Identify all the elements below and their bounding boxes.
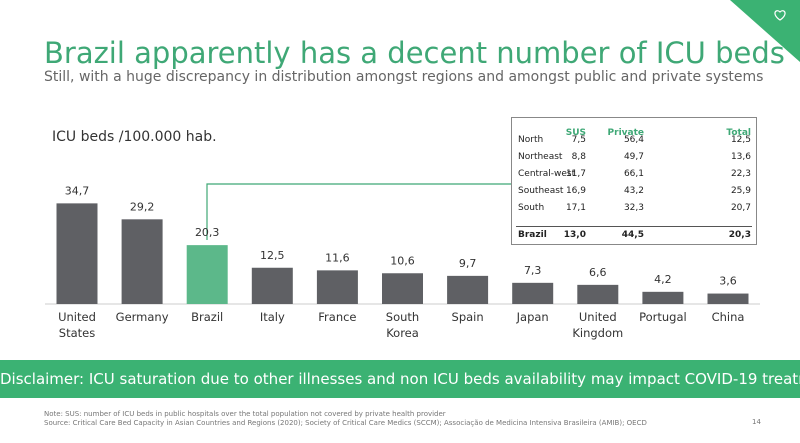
value-label: 12,5 — [260, 249, 285, 262]
x-tick-label: Italy — [259, 310, 285, 324]
corner-badge — [730, 0, 800, 62]
row-label: South — [518, 203, 545, 213]
cell: 20,3 — [728, 230, 751, 240]
bar — [642, 291, 684, 304]
x-tick-label: United Kingdom — [572, 310, 624, 340]
row-label: Northeast — [518, 152, 563, 162]
divider — [516, 226, 752, 227]
x-tick-label: Brazil — [191, 310, 224, 324]
table: SUS Private Total North 7,5 56,4 12,5 Northeast… — [511, 117, 757, 245]
cell: 32,3 — [623, 203, 644, 213]
value-label: 4,2 — [654, 273, 672, 286]
cell: 13,6 — [730, 152, 751, 162]
connector — [206, 183, 511, 240]
cell: 43,2 — [623, 186, 644, 196]
y-label: ICU beds /100.000 hab. — [52, 129, 217, 145]
row-label: Central-west — [518, 169, 576, 179]
cell: 56,4 — [623, 135, 644, 145]
bar — [316, 270, 358, 304]
cell: 44,5 — [621, 230, 644, 240]
bar — [512, 282, 554, 304]
cell: 49,7 — [623, 152, 644, 162]
cell: 16,9 — [565, 186, 586, 196]
bar — [382, 273, 423, 304]
bar — [577, 284, 619, 304]
value-label: 29,2 — [130, 200, 155, 213]
cell: 25,9 — [730, 186, 751, 196]
x-tick-label: China — [711, 310, 745, 324]
bar — [186, 245, 228, 304]
value-label: 20,3 — [195, 226, 220, 239]
x-tick-label: Germany — [115, 310, 169, 324]
value-label: 6,6 — [589, 266, 607, 279]
cell: 13,0 — [563, 230, 586, 240]
cell: 17,1 — [565, 203, 586, 213]
note: Note: SUS: number of ICU beds in public … — [44, 410, 446, 418]
bar — [251, 267, 293, 304]
value-label: 34,7 — [65, 184, 90, 197]
row-label: North — [518, 135, 544, 145]
cell: 7,5 — [571, 135, 586, 145]
x-tick-label: France — [318, 310, 357, 324]
title: Brazil apparently has a decent number of… — [44, 36, 785, 70]
value-label: 7,3 — [524, 264, 542, 277]
cell: 8,8 — [571, 152, 586, 162]
cell: 12,5 — [730, 135, 751, 145]
x-tick-label: Portugal — [639, 310, 687, 324]
page-number: 14 — [752, 418, 761, 426]
value-label: 11,6 — [325, 251, 350, 264]
cell: 66,1 — [623, 169, 644, 179]
value-label: 3,6 — [719, 275, 737, 288]
x-tick-label: Japan — [516, 310, 549, 324]
value-label: 9,7 — [459, 257, 477, 270]
subtitle: Still, with a huge discrepancy in distri… — [44, 69, 764, 85]
note: Source: Critical Care Bed Capacity in As… — [44, 419, 647, 427]
cell: 20,7 — [730, 203, 751, 213]
column-header: Private — [607, 128, 644, 138]
heart-icon — [774, 10, 786, 21]
column-header: Total — [726, 128, 751, 138]
bar — [121, 219, 163, 304]
column-header: SUS — [565, 128, 586, 138]
bar — [707, 293, 749, 304]
x-tick-label: Spain — [451, 310, 484, 324]
bar — [447, 275, 489, 304]
x-tick-label: United States — [58, 310, 96, 340]
row-label: Southeast — [518, 186, 564, 196]
cell: 22,3 — [730, 169, 751, 179]
cell: 11,7 — [565, 169, 586, 179]
value-label: 10,6 — [390, 254, 415, 267]
row-label: Brazil — [518, 230, 547, 240]
bar — [56, 203, 98, 304]
x-tick-label: South Korea — [385, 310, 420, 340]
disclaimer: Disclaimer: ICU saturation due to other … — [0, 360, 800, 398]
